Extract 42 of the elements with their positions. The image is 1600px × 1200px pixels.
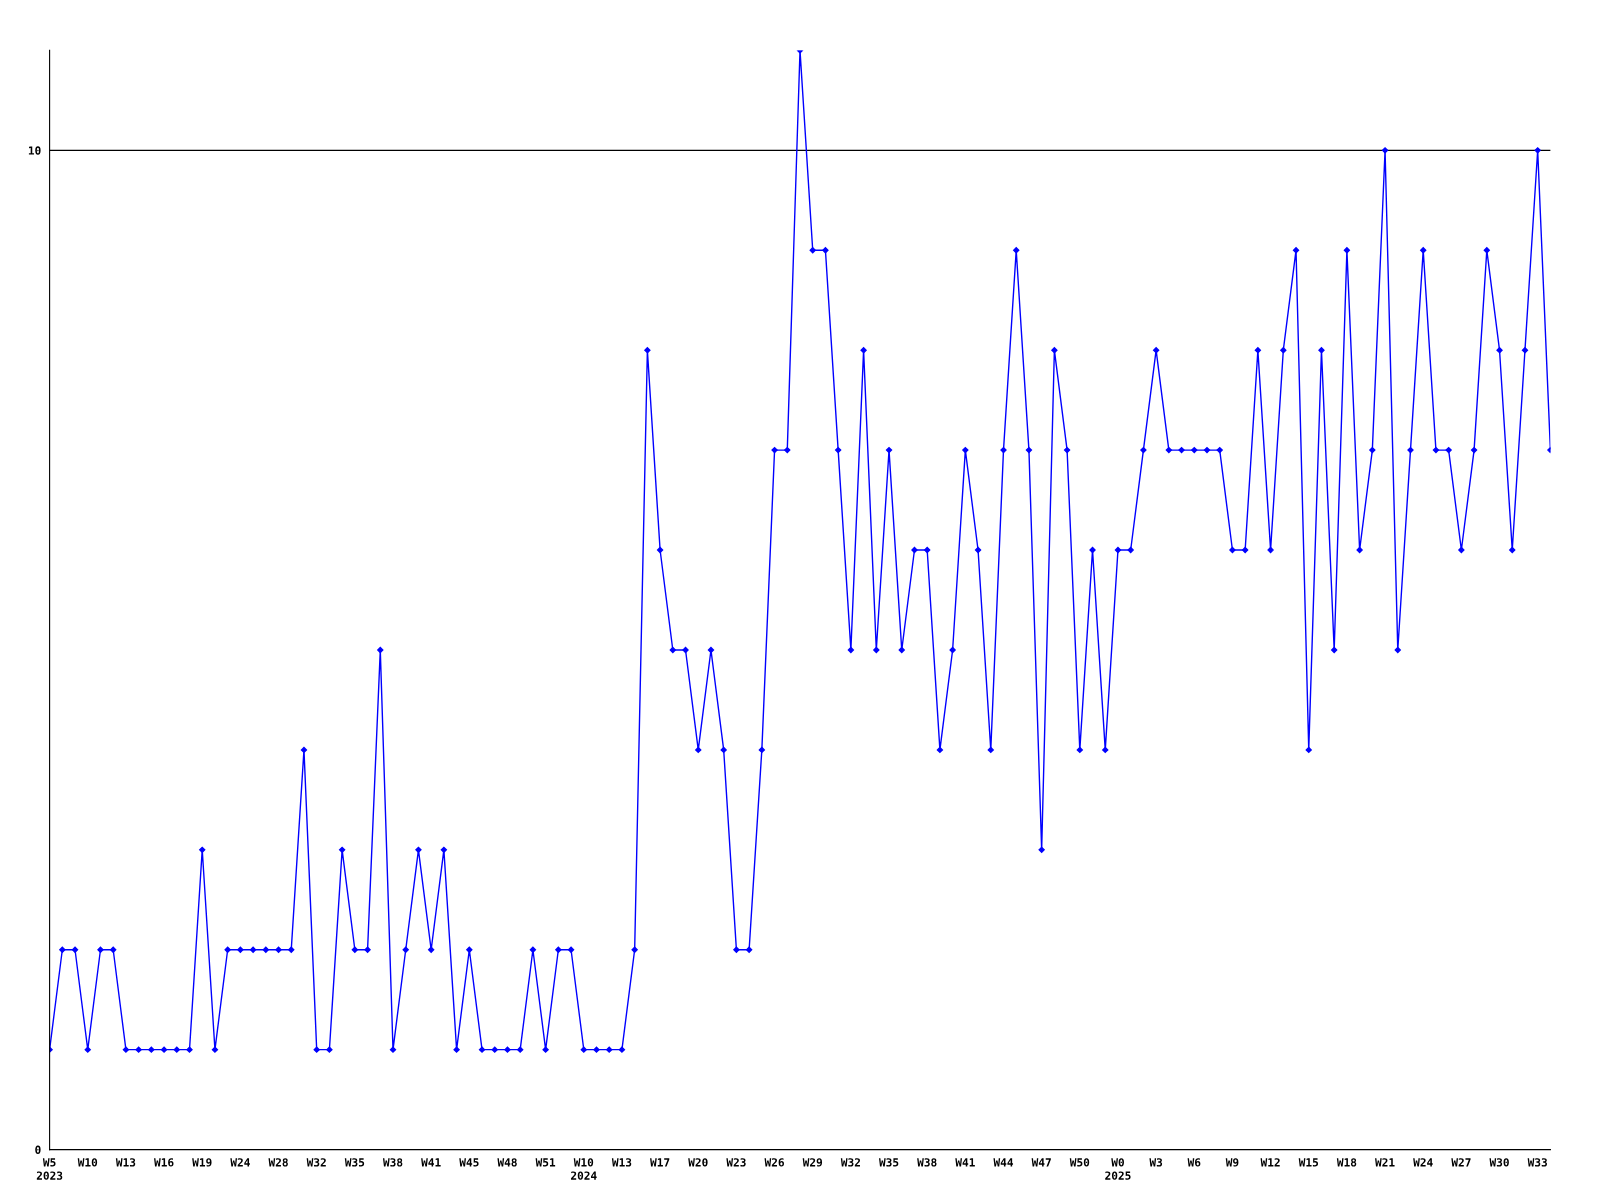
x-tick-label: W35 — [879, 1158, 899, 1167]
x-tick-label: W27 — [1451, 1158, 1471, 1167]
x-tick-label: W45 — [459, 1158, 479, 1167]
x-tick-label: W38 — [917, 1158, 937, 1167]
x-tick-label: W44 — [993, 1158, 1014, 1167]
x-tick-label: W26 — [764, 1158, 784, 1167]
x-tick-label: W35 — [344, 1158, 365, 1167]
x-tick-label: W33 — [1527, 1158, 1547, 1167]
x-tick-label: W17 — [650, 1158, 670, 1167]
x-tick-label: W51 — [535, 1158, 556, 1167]
x-tick-label: W13 — [611, 1158, 632, 1167]
x-tick-label: W28 — [268, 1158, 288, 1167]
x-tick-label: W23 — [726, 1158, 746, 1167]
x-tick-label: W24 — [230, 1158, 250, 1167]
x-tick-label: W38 — [382, 1158, 403, 1167]
x-tick-label: W29 — [802, 1158, 823, 1167]
x-tick-label: W47 — [1031, 1158, 1051, 1167]
x-tick-label: W24 — [1413, 1158, 1433, 1167]
x-tick-label: W6 — [1187, 1158, 1201, 1167]
x-tick-label: W30 — [1489, 1158, 1509, 1167]
x-tick-label: W20 — [688, 1158, 708, 1167]
x-tick-label: W41 — [421, 1158, 441, 1167]
x-tick-label: W16 — [154, 1158, 174, 1167]
x-tick-label: W19 — [192, 1158, 212, 1167]
x-tick-label: W0 2025 — [1105, 1158, 1131, 1180]
x-tick-label: W5 2023 — [36, 1158, 63, 1180]
x-tick-label: W10 2024 — [571, 1158, 597, 1180]
x-tick-label: W9 — [1225, 1158, 1239, 1167]
x-tick-label: W41 — [955, 1158, 975, 1167]
x-tick-label: W48 — [497, 1158, 517, 1167]
x-tick-label: W21 — [1375, 1158, 1395, 1167]
x-tick-label: W32 — [840, 1158, 860, 1167]
y-tick-label: 0 — [35, 1145, 41, 1154]
x-tick-label: W18 — [1336, 1158, 1357, 1167]
x-tick-label: W32 — [306, 1158, 326, 1167]
x-tick-label: W13 — [115, 1158, 136, 1167]
x-tick-label: W10 — [77, 1158, 98, 1167]
x-tick-label: W50 — [1069, 1158, 1090, 1167]
x-tick-label: W15 — [1298, 1158, 1319, 1167]
x-tick-label: W12 — [1260, 1158, 1280, 1167]
x-tick-label: W3 — [1149, 1158, 1163, 1167]
y-tick-label: 10 — [28, 146, 41, 155]
